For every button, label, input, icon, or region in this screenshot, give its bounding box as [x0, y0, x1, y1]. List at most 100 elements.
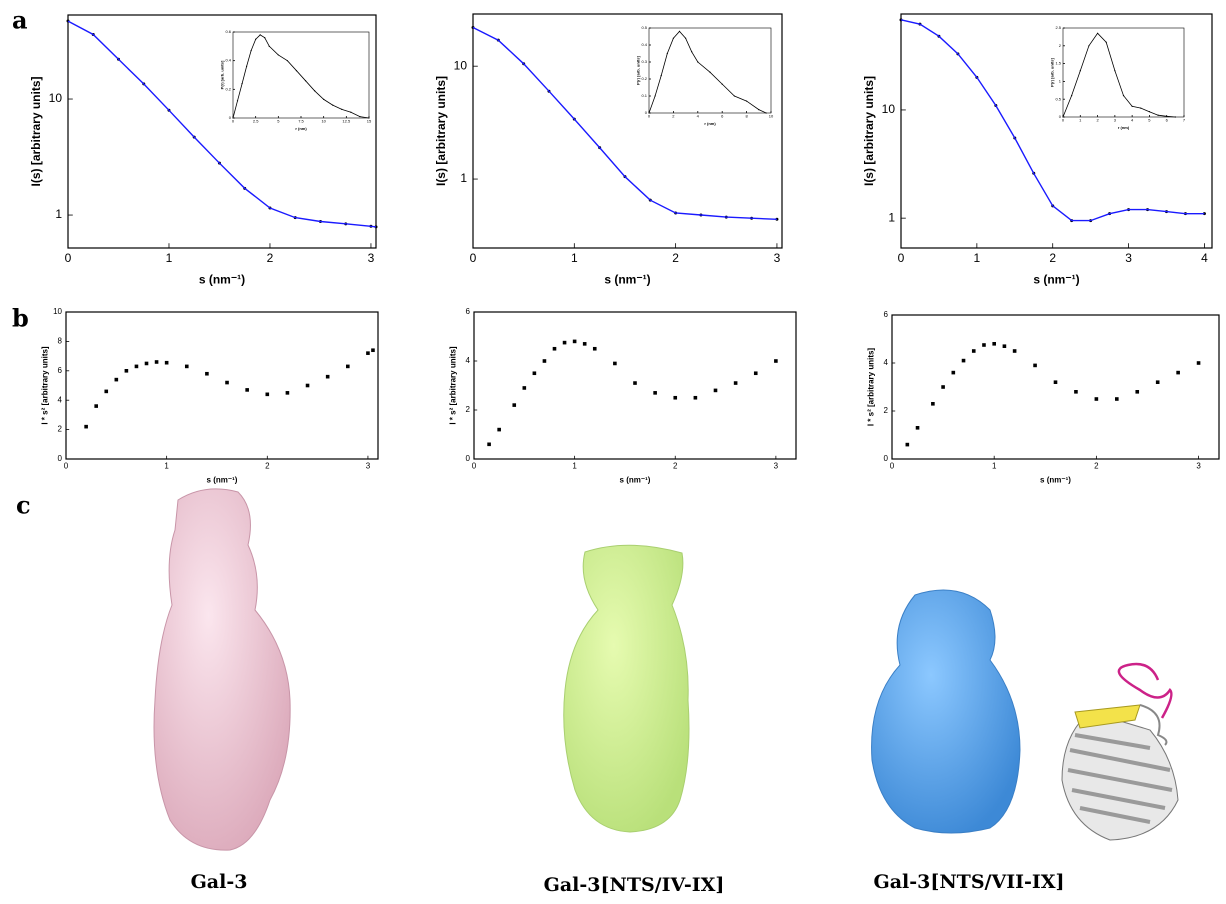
- data-point: [774, 359, 778, 363]
- x-tick-label: 6: [721, 114, 724, 119]
- data-point: [1053, 380, 1058, 384]
- data-point: [633, 381, 637, 385]
- data-line: [648, 30, 767, 114]
- model-label: Gal-3[NTS/IV-IX]: [544, 874, 725, 896]
- x-axis-label: r (nm): [704, 121, 716, 126]
- data-point: [713, 388, 718, 393]
- x-tick-label: 3: [774, 251, 781, 265]
- x-tick-label: 1: [571, 251, 578, 265]
- data-line: [1062, 32, 1176, 118]
- plot-frame: [1062, 27, 1185, 118]
- y-tick-label: 10: [53, 307, 62, 316]
- data-point: [775, 217, 779, 221]
- data-point: [931, 402, 935, 406]
- data-point: [1094, 397, 1099, 401]
- y-tick-label: 0.1: [641, 93, 647, 98]
- x-tick-label: 1: [992, 461, 997, 470]
- y-axis-label: P(r) [arb. units]: [636, 56, 641, 85]
- x-tick-label: 0: [64, 461, 69, 470]
- y-tick-label: 0.2: [641, 76, 647, 81]
- y-tick-label: 0: [58, 454, 63, 463]
- x-tick-label: 4: [1201, 251, 1208, 265]
- y-tick-label: 6: [58, 366, 63, 375]
- data-point: [144, 361, 149, 366]
- x-tick-label: 2: [672, 114, 675, 119]
- x-axis-label: s (nm⁻¹): [1033, 273, 1079, 287]
- x-tick-label: 3: [1196, 461, 1201, 470]
- x-tick-label: 0: [898, 251, 905, 265]
- y-tick-label: 2: [466, 405, 471, 414]
- data-line: [472, 26, 777, 220]
- data-point: [285, 391, 290, 395]
- y-tick-label: 6: [466, 307, 471, 316]
- data-point: [733, 381, 738, 385]
- data-point: [154, 360, 159, 364]
- y-tick-label: 0.4: [225, 58, 231, 63]
- data-point: [184, 364, 189, 369]
- y-tick-label: 1: [1059, 78, 1062, 83]
- x-tick-label: 0: [648, 114, 651, 119]
- y-tick-label: 2.5: [1055, 25, 1061, 30]
- y-tick-label: 0: [645, 110, 648, 115]
- data-point: [915, 426, 920, 430]
- x-tick-label: 1: [1079, 118, 1082, 123]
- data-point: [532, 371, 537, 376]
- data-point: [124, 369, 129, 373]
- data-point: [653, 391, 657, 395]
- panel-label: b: [12, 304, 29, 333]
- model-gal3-iv-ix: [563, 544, 690, 833]
- x-tick-label: 2: [1049, 251, 1056, 265]
- x-tick-label: 1: [572, 461, 577, 470]
- data-point: [693, 395, 698, 400]
- y-tick-label: 10: [454, 58, 468, 72]
- x-axis-label: s (nm⁻¹): [207, 476, 238, 485]
- x-axis-label: s (nm⁻¹): [620, 476, 651, 485]
- y-tick-label: 0.6: [225, 29, 231, 34]
- x-tick-label: 2: [672, 251, 679, 265]
- y-tick-label: 0: [466, 454, 471, 463]
- y-tick-label: 10: [49, 91, 63, 105]
- x-tick-label: 5: [1148, 118, 1151, 123]
- x-tick-label: 5: [277, 119, 280, 124]
- y-axis-label: I * s² [arbitrary units]: [448, 346, 457, 425]
- data-point: [982, 343, 986, 347]
- x-tick-label: 1: [974, 251, 981, 265]
- y-axis-label: I(s) [arbitrary units]: [434, 76, 448, 186]
- model-gal3: [153, 488, 291, 851]
- y-tick-label: 0.5: [641, 25, 647, 30]
- y-tick-label: 0.2: [225, 86, 231, 91]
- x-axis-label: r (nm): [1118, 125, 1130, 130]
- data-line: [67, 20, 377, 228]
- data-point: [905, 442, 910, 447]
- plot-frame: [648, 27, 772, 114]
- panel-label: a: [12, 6, 28, 35]
- data-point: [582, 342, 587, 346]
- data-point: [572, 339, 577, 344]
- data-point: [1176, 370, 1180, 375]
- data-point: [1202, 212, 1206, 216]
- data-point: [1074, 390, 1078, 394]
- x-tick-label: 10: [321, 119, 326, 124]
- data-point: [325, 374, 330, 379]
- y-tick-label: 4: [884, 358, 889, 367]
- y-tick-label: 0.4: [641, 42, 647, 47]
- data-point: [673, 395, 678, 400]
- data-point: [265, 392, 270, 397]
- y-tick-label: 4: [466, 356, 471, 365]
- x-tick-label: 0: [890, 461, 895, 470]
- data-point: [552, 346, 557, 351]
- data-point: [753, 371, 758, 376]
- data-point: [487, 442, 491, 447]
- data-point: [1002, 344, 1007, 348]
- y-tick-label: 0: [229, 115, 232, 120]
- x-axis-label: s (nm⁻¹): [604, 273, 650, 287]
- y-tick-label: 10: [882, 102, 896, 116]
- data-point: [94, 404, 98, 408]
- data-point: [371, 348, 375, 353]
- x-axis-label: r (nm): [295, 126, 307, 131]
- y-tick-label: 4: [58, 395, 63, 404]
- data-point: [1196, 361, 1201, 365]
- y-tick-label: 2: [1059, 43, 1062, 48]
- x-tick-label: 0: [232, 119, 235, 124]
